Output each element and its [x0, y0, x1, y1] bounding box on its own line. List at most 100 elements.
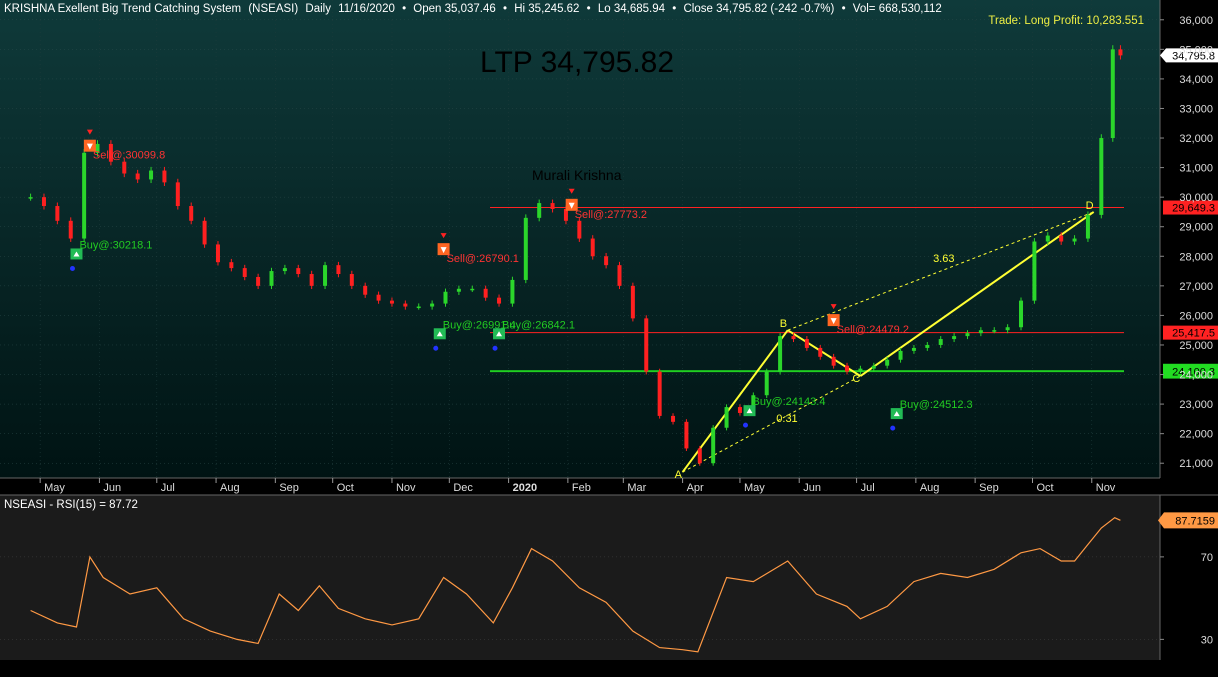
date-tick-label: Aug [920, 482, 940, 494]
candle-body [336, 265, 341, 275]
price-tick-label: 32,000 [1179, 133, 1213, 145]
price-tick-label: 27,000 [1179, 281, 1213, 293]
candle-body [684, 421, 689, 449]
pattern-ratio-label: 3.63 [933, 253, 954, 265]
pattern-point-label: D [1086, 200, 1094, 212]
date-tick-label: Oct [1036, 482, 1053, 494]
sell-signal-label: Sell@:27773.2 [575, 209, 647, 221]
buy-marker-icon [69, 265, 75, 271]
price-tick-label: 26,000 [1179, 310, 1213, 322]
buy-signal-label: Buy@:26842.1 [502, 319, 575, 331]
header-high: Hi 35,245.62 [514, 3, 579, 15]
candle-body [885, 359, 890, 366]
candle-body [323, 265, 328, 286]
candle-body [389, 300, 394, 304]
candle-body [1019, 300, 1024, 328]
date-tick-label: Nov [1096, 482, 1116, 494]
candle-body [791, 336, 796, 340]
price-tick-label: 35,000 [1179, 44, 1213, 56]
date-tick-label: Dec [453, 482, 473, 494]
sell-marker-icon [86, 129, 93, 135]
level-label: 29,649.3 [1172, 203, 1215, 215]
candle-body [1005, 327, 1010, 331]
candle-body [911, 347, 916, 351]
candle-body [403, 303, 408, 307]
candle-body [296, 268, 301, 275]
sell-arrow-glyph [830, 318, 837, 325]
header-open: Open 35,037.46 [413, 3, 496, 15]
candle-body [938, 339, 943, 345]
pattern-point-label: C [852, 373, 860, 385]
price-tick-label: 24,000 [1179, 370, 1213, 382]
sell-arrow-glyph [568, 202, 575, 209]
candle-body [1118, 49, 1123, 56]
header-date: 11/16/2020 [338, 3, 395, 15]
price-tick-label: 36,000 [1179, 15, 1213, 27]
candle-body [95, 143, 100, 153]
candle-body [135, 173, 140, 180]
buy-marker-icon [492, 345, 498, 351]
candle-body [711, 427, 716, 464]
header-low: Lo 34,685.94 [598, 3, 666, 15]
candle-body [617, 265, 622, 286]
author-label: Murali Krishna [532, 167, 622, 183]
buy-arrow-glyph [436, 331, 443, 337]
candle-body [898, 350, 903, 360]
buy-arrow-glyph [746, 408, 753, 414]
candle-body [497, 297, 502, 304]
candle-body [28, 197, 33, 199]
header-close: Close 34,795.82 (-242 -0.7%) [683, 3, 834, 15]
candle-body [952, 336, 957, 340]
candle-body [751, 395, 756, 413]
candle-body [430, 303, 435, 307]
candle-body [764, 371, 769, 396]
candle-body [175, 182, 180, 207]
buy-signal-label: Buy@:30218.1 [79, 239, 152, 251]
candle-body [671, 415, 676, 422]
rsi-title: NSEASI - RSI(15) = 87.72 [4, 499, 138, 511]
date-tick-label: Mar [627, 482, 646, 494]
buy-marker-icon [890, 425, 896, 431]
rsi-value-box [1158, 512, 1218, 529]
candle-body [590, 238, 595, 257]
rsi-pane[interactable] [0, 495, 1160, 660]
sell-arrow-glyph [440, 247, 447, 254]
header-title: KRISHNA Exellent Big Trend Catching Syst… [4, 3, 942, 15]
candle-body [215, 244, 220, 263]
candle-body [1099, 138, 1104, 215]
candle-body [697, 448, 702, 464]
candle-body [376, 294, 381, 301]
level-label: 24,100.3 [1172, 367, 1215, 379]
candle-body [68, 220, 73, 239]
level-label-box [1163, 200, 1218, 215]
candle-body [737, 407, 742, 413]
price-tick-label: 21,000 [1179, 458, 1213, 470]
sell-arrow-glyph [86, 143, 93, 150]
trade-profit-label: Trade: Long Profit: 10,283.551 [988, 15, 1144, 27]
date-tick-label: May [44, 482, 65, 494]
candle-body [563, 208, 568, 221]
buy-arrow-glyph [496, 331, 503, 337]
price-axis-area [1160, 0, 1218, 478]
date-tick-label: 2020 [513, 482, 537, 494]
rsi-tick-label: 30 [1201, 634, 1213, 646]
buy-marker-icon [743, 422, 749, 428]
candle-body [858, 368, 863, 372]
candle-body [510, 279, 515, 304]
candle-body [1032, 241, 1037, 301]
candle-body [41, 197, 46, 207]
candle-body [470, 288, 475, 291]
buy-arrow-glyph [73, 251, 80, 257]
header-vol: Vol= 668,530,112 [853, 3, 942, 15]
price-pane[interactable] [0, 0, 1160, 478]
candle-body [577, 220, 582, 239]
candle-body [416, 306, 421, 309]
rsi-value-label: 87.7159 [1175, 515, 1215, 527]
date-tick-label: Apr [687, 482, 704, 494]
candle-body [845, 365, 850, 372]
candle-body [778, 336, 783, 372]
candle-body [282, 268, 287, 272]
candle-body [242, 268, 247, 277]
buy-signal-label: Buy@:24143.4 [753, 396, 826, 408]
